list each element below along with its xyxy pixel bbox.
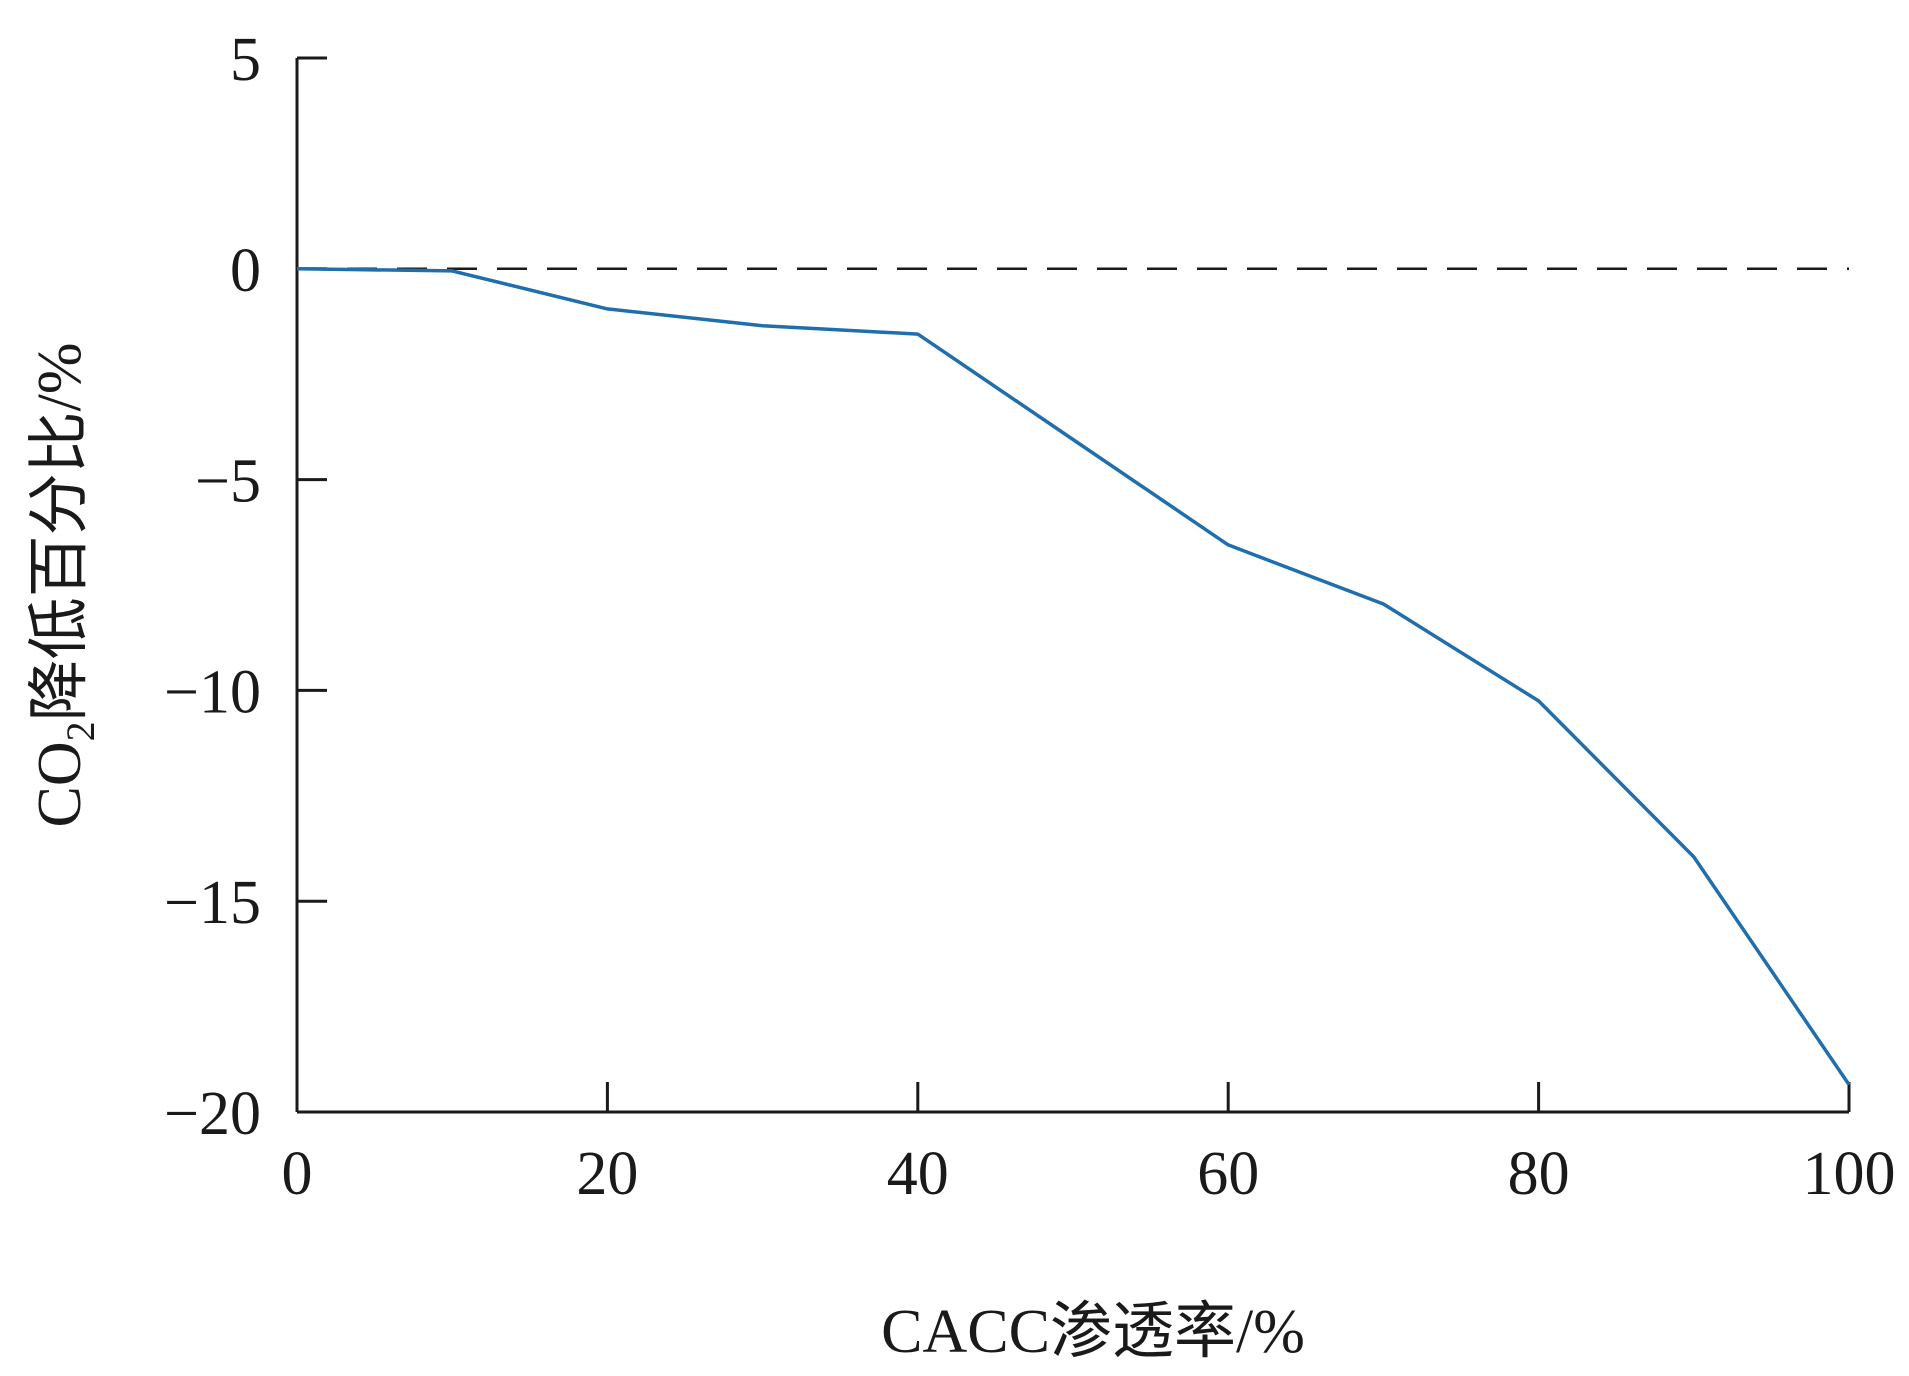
- y-axis-title-rest: 降低百分比/%: [26, 342, 94, 721]
- x-tick-label: 20: [576, 1140, 638, 1208]
- y-tick-label: 0: [230, 237, 261, 305]
- x-tick-label: 40: [887, 1140, 949, 1208]
- series-line: [296, 267, 1851, 1086]
- x-axis-ticks: 0 20 40 60 80 100: [282, 1082, 1896, 1208]
- y-tick-label: −20: [164, 1080, 261, 1148]
- y-tick-label: −15: [164, 869, 261, 937]
- x-tick-label: 60: [1197, 1140, 1259, 1208]
- y-tick-label: 5: [230, 26, 261, 94]
- y-axis-title-subscript: 2: [58, 721, 103, 741]
- y-tick-label: −10: [164, 658, 261, 726]
- y-axis-title-main: CO: [26, 741, 94, 827]
- y-tick-label: −5: [195, 448, 261, 516]
- y-axis-ticks: 5 0 −5 −10 −15 −20: [164, 26, 327, 1148]
- x-axis-title: CACC渗透率/%: [881, 1298, 1305, 1366]
- x-tick-label: 0: [282, 1140, 313, 1208]
- x-tick-label: 80: [1508, 1140, 1570, 1208]
- plot-area: 5 0 −5 −10 −15 −20 0 20 40 60 80 100: [164, 26, 1895, 1208]
- series-group: [296, 267, 1851, 1086]
- y-axis-title: CO2降低百分比/%: [26, 342, 103, 827]
- x-tick-label: 100: [1803, 1140, 1896, 1208]
